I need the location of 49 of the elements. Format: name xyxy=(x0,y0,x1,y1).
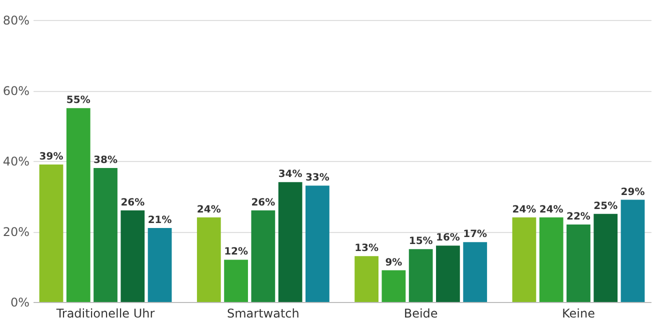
x-tick-label: Traditionelle Uhr xyxy=(55,306,155,320)
bar xyxy=(306,186,330,302)
data-label: 34% xyxy=(278,169,302,180)
bar xyxy=(278,182,302,302)
data-label: 29% xyxy=(620,186,645,198)
bar xyxy=(224,260,248,302)
data-label: 12% xyxy=(224,246,248,258)
data-label: 55% xyxy=(66,95,90,106)
y-tick-label: 60% xyxy=(2,84,30,98)
bar xyxy=(594,214,618,302)
bar xyxy=(66,108,90,302)
bar xyxy=(408,249,433,302)
bar xyxy=(354,256,378,302)
bar xyxy=(512,217,536,302)
bar xyxy=(94,168,118,302)
data-label: 17% xyxy=(463,229,488,240)
y-tick-label: 80% xyxy=(2,14,30,28)
bar xyxy=(251,210,276,302)
bar xyxy=(196,217,221,302)
bar xyxy=(148,228,172,302)
data-label: 9% xyxy=(385,257,402,268)
bar xyxy=(39,164,64,302)
data-label: 13% xyxy=(354,243,379,254)
data-label: 24% xyxy=(539,204,564,216)
y-tick-label: 20% xyxy=(2,225,30,239)
data-label: 16% xyxy=(436,232,460,244)
data-label: 22% xyxy=(566,211,590,222)
bar xyxy=(620,200,645,302)
data-label: 26% xyxy=(120,197,145,208)
data-label: 38% xyxy=(94,155,118,166)
data-label: 26% xyxy=(251,197,276,208)
bar xyxy=(382,270,406,302)
data-label: 15% xyxy=(408,236,433,248)
bar xyxy=(539,217,564,302)
data-label: 24% xyxy=(512,204,536,216)
x-tick-label: Keine xyxy=(562,306,595,320)
bar xyxy=(120,210,145,302)
data-label: 21% xyxy=(148,214,172,226)
bar xyxy=(436,246,460,302)
data-label: 33% xyxy=(305,172,330,184)
x-tick-label: Smartwatch xyxy=(226,306,300,320)
x-tick-label: Beide xyxy=(404,306,438,320)
bar xyxy=(463,242,488,302)
y-tick-label: 40% xyxy=(2,154,30,168)
bar xyxy=(566,224,590,302)
y-tick-label: 0% xyxy=(10,296,30,310)
data-label: 24% xyxy=(196,204,221,216)
data-label: 39% xyxy=(39,152,64,163)
data-label: 25% xyxy=(594,200,618,212)
